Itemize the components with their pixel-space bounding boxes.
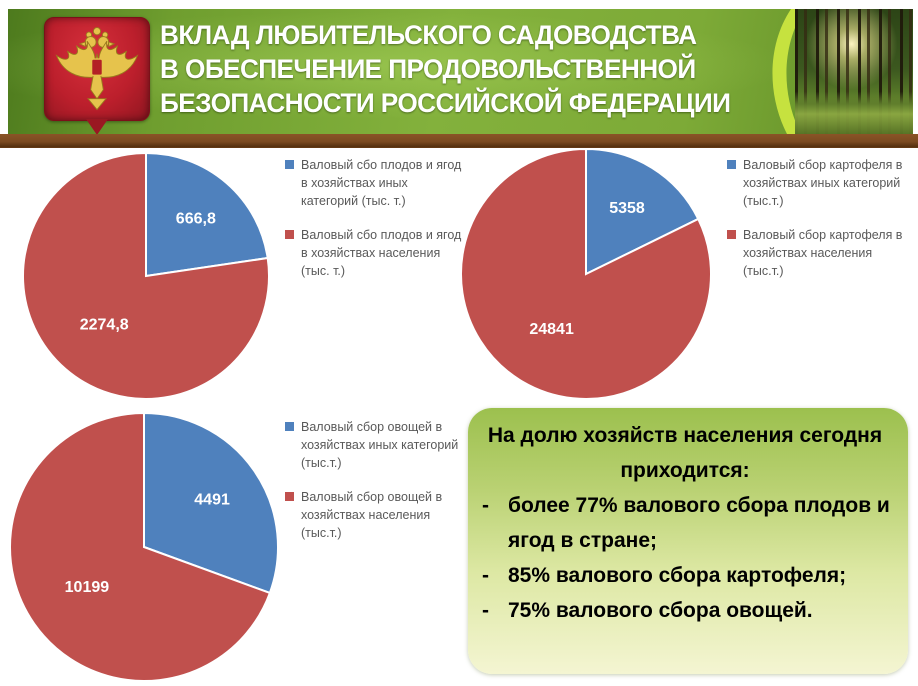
slide-title-line-3: БЕЗОПАСНОСТИ РОССИЙСКОЙ ФЕДЕРАЦИИ: [160, 88, 731, 118]
legend-item: Валовый сбор овощей в хозяйствах населен…: [285, 488, 467, 542]
legend-item: Валовый сбор картофеля в хозяйствах насе…: [727, 226, 909, 280]
slide-title-line-1: ВКЛАД ЛЮБИТЕЛЬСКОГО САДОВОДСТВА: [160, 20, 697, 50]
legend-label: Валовый сбор картофеля в хозяйствах иных…: [743, 158, 903, 208]
legend-label: Валовый сбор овощей в хозяйствах населен…: [301, 490, 443, 540]
bullet-text: более 77% валового сбора плодов и ягод в…: [508, 494, 890, 552]
summary-bullet: - 85% валового сбора картофеля;: [478, 558, 892, 593]
pie-chart-vegetables: 4491 10199: [9, 411, 279, 682]
pie-value-label: 10199: [65, 579, 110, 596]
pie-value-label: 24841: [529, 321, 574, 338]
legend-swatch-red: [285, 492, 294, 501]
bullet-text: 75% валового сбора овощей.: [508, 599, 813, 622]
legend-potatoes: Валовый сбор картофеля в хозяйствах иных…: [727, 156, 909, 296]
header-banner: ВКЛАД ЛЮБИТЕЛЬСКОГО САДОВОДСТВА В ОБЕСПЕ…: [0, 9, 918, 148]
legend-label: Валовый сбор картофеля в хозяйствах насе…: [743, 228, 903, 278]
bullet-text: 85% валового сбора картофеля;: [508, 564, 847, 587]
legend-label: Валовый сбо плодов и ягод в хозяйствах н…: [301, 228, 462, 278]
legend-swatch-red: [285, 230, 294, 239]
russia-coat-of-arms: [44, 17, 150, 135]
legend-vegetables: Валовый сбор овощей в хозяйствах иных ка…: [285, 418, 467, 558]
legend-label: Валовый сбор овощей в хозяйствах иных ка…: [301, 420, 459, 470]
pie-value-label: 666,8: [176, 210, 216, 227]
double-headed-eagle-icon: [55, 27, 139, 111]
legend-swatch-blue: [727, 160, 736, 169]
legend-swatch-blue: [285, 160, 294, 169]
pie-chart-fruits-berries: 666,8 2274,8: [22, 151, 270, 400]
pie-value-label: 4491: [194, 491, 230, 508]
pie-slice-other-farms: [143, 411, 279, 595]
legend-item: Валовый сбо плодов и ягод в хозяйствах и…: [285, 156, 467, 210]
summary-box: На долю хозяйств населения сегодня прихо…: [468, 408, 908, 674]
slide-title: ВКЛАД ЛЮБИТЕЛЬСКОГО САДОВОДСТВА В ОБЕСПЕ…: [160, 18, 772, 120]
lime-curve-decoration: [772, 9, 805, 134]
bullet-dash: -: [482, 564, 489, 587]
pie-value-label: 2274,8: [80, 316, 129, 333]
banner-background: [8, 9, 913, 134]
pie-slice-other-farms: [585, 147, 700, 276]
legend-fruits-berries: Валовый сбо плодов и ягод в хозяйствах и…: [285, 156, 467, 296]
pie-slice-household-farms: [22, 151, 270, 400]
heraldic-shield-tail: [86, 119, 108, 135]
summary-bullet: - более 77% валового сбора плодов и ягод…: [478, 488, 892, 558]
slide-title-line-2: В ОБЕСПЕЧЕНИЕ ПРОДОВОЛЬСТВЕННОЙ: [160, 54, 696, 84]
legend-item: Валовый сбор овощей в хозяйствах иных ка…: [285, 418, 467, 472]
legend-item: Валовый сбо плодов и ягод в хозяйствах н…: [285, 226, 467, 280]
header-bottom-strip: [0, 134, 918, 148]
forest-photo: [795, 9, 913, 134]
pie-slice-household-farms: [9, 411, 272, 682]
legend-item: Валовый сбор картофеля в хозяйствах иных…: [727, 156, 909, 210]
bullet-dash: -: [482, 494, 489, 517]
pie-value-label: 5358: [609, 200, 645, 217]
legend-swatch-red: [727, 230, 736, 239]
summary-bullet: - 75% валового сбора овощей.: [478, 593, 892, 628]
bullet-dash: -: [482, 599, 489, 622]
pie-chart-potatoes: 5358 24841: [460, 147, 712, 400]
summary-title: На долю хозяйств населения сегодня прихо…: [487, 424, 883, 482]
legend-label: Валовый сбо плодов и ягод в хозяйствах и…: [301, 158, 462, 208]
pie-slice-household-farms: [460, 147, 712, 400]
legend-swatch-blue: [285, 422, 294, 431]
pie-slice-other-farms: [145, 151, 269, 278]
